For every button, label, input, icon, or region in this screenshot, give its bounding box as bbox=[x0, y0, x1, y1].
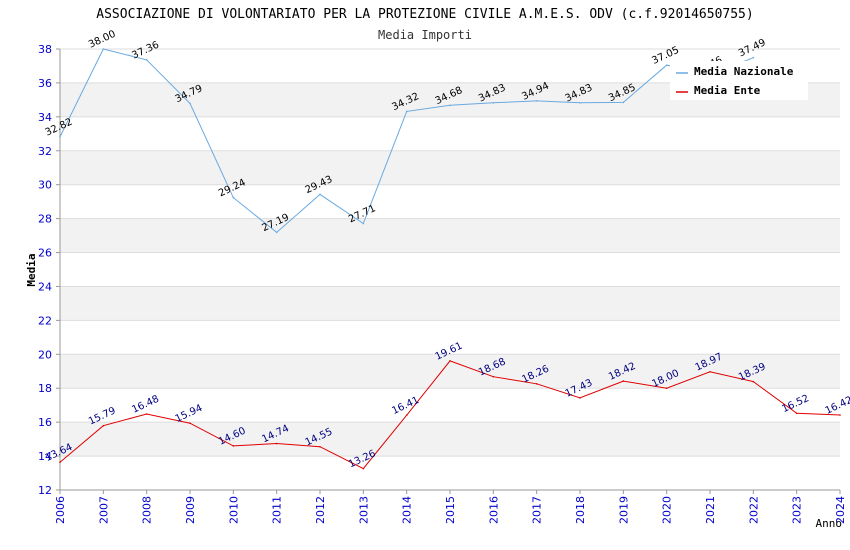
data-point bbox=[665, 64, 668, 66]
data-point bbox=[535, 383, 538, 385]
y-tick-label: 24 bbox=[38, 280, 52, 293]
data-point bbox=[232, 196, 235, 199]
data-point bbox=[405, 414, 408, 416]
data-label: 38.00 bbox=[87, 29, 118, 51]
data-point bbox=[449, 360, 451, 362]
data-point bbox=[102, 48, 105, 50]
x-axis-label: Anno bbox=[816, 517, 843, 530]
x-tick-label: 2015 bbox=[444, 496, 457, 524]
y-tick-label: 26 bbox=[38, 247, 52, 260]
y-tick-label: 30 bbox=[38, 179, 52, 192]
x-tick-label: 2024 bbox=[834, 496, 847, 524]
data-point bbox=[535, 100, 538, 102]
x-tick-label: 2016 bbox=[487, 496, 500, 524]
chart-subtitle: Media Importi bbox=[378, 28, 472, 42]
data-point bbox=[319, 193, 321, 196]
data-point bbox=[752, 380, 755, 383]
data-point bbox=[579, 397, 581, 399]
grid-band bbox=[60, 218, 840, 253]
x-tick-label: 2019 bbox=[617, 496, 630, 524]
data-point bbox=[492, 101, 495, 104]
y-tick-label: 34 bbox=[38, 111, 52, 124]
legend-label-media-nazionale: Media Nazionale bbox=[694, 65, 794, 78]
data-point bbox=[362, 467, 365, 470]
y-tick-label: 22 bbox=[38, 314, 52, 327]
x-axis-ticks: 2006 2007 2008 2009 2010 2011 2012 2013 2014 2015… bbox=[54, 490, 847, 524]
data-point bbox=[665, 387, 668, 390]
x-tick-label: 2010 bbox=[227, 496, 240, 524]
data-label: 13.64 bbox=[44, 442, 75, 464]
y-tick-label: 14 bbox=[38, 450, 52, 463]
data-point bbox=[319, 445, 321, 448]
x-tick-label: 2020 bbox=[661, 496, 674, 524]
x-tick-label: 2007 bbox=[97, 496, 110, 524]
data-point bbox=[189, 102, 191, 105]
x-tick-label: 2022 bbox=[747, 496, 760, 524]
chart-title: ASSOCIAZIONE DI VOLONTARIATO PER LA PROT… bbox=[96, 7, 753, 22]
series-lines bbox=[59, 48, 841, 470]
data-point bbox=[752, 56, 755, 59]
x-tick-label: 2006 bbox=[54, 496, 67, 524]
data-point bbox=[275, 442, 278, 445]
data-point bbox=[709, 370, 711, 373]
data-point bbox=[622, 380, 625, 382]
y-tick-label: 32 bbox=[38, 145, 52, 158]
data-label: 16.52 bbox=[780, 393, 811, 415]
data-point bbox=[405, 110, 408, 113]
x-tick-label: 2018 bbox=[574, 496, 587, 524]
y-tick-label: 38 bbox=[38, 43, 52, 56]
data-label: 16.48 bbox=[130, 394, 161, 416]
data-label: 16.42 bbox=[824, 395, 850, 417]
data-label: 37.49 bbox=[737, 37, 768, 59]
data-point bbox=[839, 414, 841, 416]
data-point bbox=[275, 231, 278, 234]
y-tick-label: 18 bbox=[38, 382, 52, 395]
data-label: 37.36 bbox=[130, 40, 161, 62]
y-tick-label: 28 bbox=[38, 213, 52, 226]
data-point bbox=[145, 59, 148, 61]
y-tick-label: 16 bbox=[38, 416, 52, 429]
data-point bbox=[59, 461, 61, 463]
x-tick-label: 2021 bbox=[704, 496, 717, 524]
grid-band bbox=[60, 286, 840, 321]
data-label: 15.94 bbox=[174, 403, 205, 425]
data-point bbox=[232, 445, 235, 447]
x-tick-label: 2013 bbox=[357, 496, 370, 524]
data-point bbox=[579, 101, 581, 104]
data-point bbox=[492, 375, 495, 378]
data-label: 16.41 bbox=[390, 395, 421, 417]
legend-label-media-ente: Media Ente bbox=[694, 84, 761, 97]
grid-band bbox=[60, 150, 840, 185]
data-point bbox=[362, 222, 365, 225]
y-tick-label: 20 bbox=[38, 348, 52, 361]
data-point bbox=[189, 422, 191, 424]
data-point bbox=[622, 101, 625, 104]
data-point bbox=[145, 413, 148, 415]
series-line-media-nazionale bbox=[59, 48, 754, 234]
x-tick-label: 2014 bbox=[401, 496, 414, 524]
y-axis-label: Media bbox=[25, 253, 38, 286]
y-axis-ticks: 12 14 16 18 20 22 24 26 28 30 32 34 36 38 bbox=[38, 43, 60, 497]
data-point bbox=[795, 412, 798, 415]
data-point bbox=[102, 424, 105, 427]
x-tick-label: 2017 bbox=[531, 496, 544, 524]
data-point bbox=[449, 104, 451, 107]
data-point bbox=[59, 136, 61, 138]
x-tick-label: 2023 bbox=[791, 496, 804, 524]
x-tick-label: 2011 bbox=[271, 496, 284, 524]
legend: Media Nazionale Media Ente bbox=[670, 61, 808, 100]
x-tick-label: 2012 bbox=[314, 496, 327, 524]
x-tick-label: 2008 bbox=[141, 496, 154, 524]
x-tick-label: 2009 bbox=[184, 496, 197, 524]
grid-band bbox=[60, 422, 840, 457]
y-tick-label: 36 bbox=[38, 77, 52, 90]
legend-box bbox=[670, 61, 808, 100]
y-tick-label: 12 bbox=[38, 484, 52, 497]
